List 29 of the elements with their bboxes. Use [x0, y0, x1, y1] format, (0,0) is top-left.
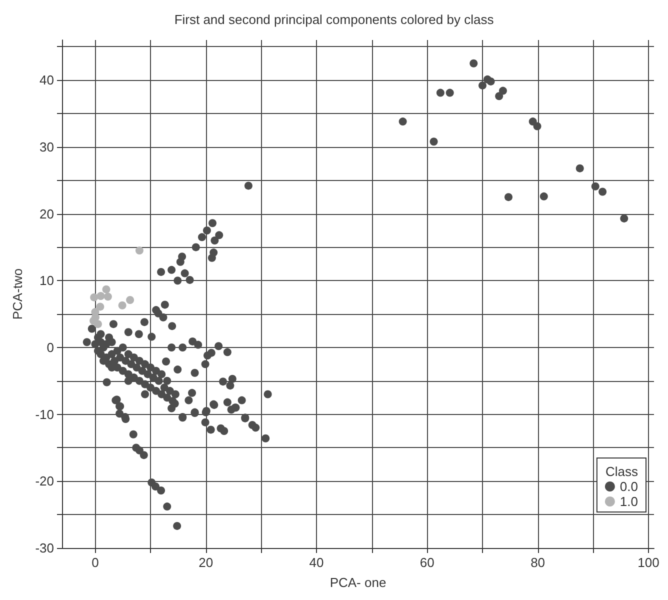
y-tick-label: 30	[40, 139, 54, 154]
y-axis-title: PCA-two	[10, 268, 25, 320]
point	[135, 246, 144, 255]
point	[102, 285, 110, 294]
point	[96, 302, 104, 311]
y-tick-label: 20	[40, 206, 54, 222]
point	[118, 301, 126, 310]
legend-label: 0.0	[620, 479, 638, 494]
chart-title: First and second principal components colored by class	[174, 12, 494, 27]
x-axis-title: PCA- one	[330, 575, 386, 590]
point	[126, 296, 134, 304]
y-tick-label: -10	[35, 406, 54, 422]
y-tick-label: -20	[35, 474, 54, 489]
legend-label: 1.0	[620, 494, 638, 509]
point	[104, 292, 112, 301]
y-tick-label: -30	[35, 540, 54, 556]
point	[90, 293, 98, 302]
y-tick-label: 0	[46, 340, 54, 355]
point	[96, 292, 105, 300]
x-tick-label: 20	[198, 555, 214, 570]
legend-title: Class	[605, 464, 638, 479]
x-tick-label: 80	[530, 555, 546, 570]
point	[94, 320, 102, 328]
x-tick-label: 60	[420, 555, 434, 570]
x-tick-label: 40	[309, 555, 324, 570]
y-tick-label: 10	[40, 273, 54, 288]
x-tick-label: 100	[638, 555, 660, 570]
y-tick-label: 40	[40, 72, 54, 88]
x-tick-label: 0	[92, 555, 99, 570]
